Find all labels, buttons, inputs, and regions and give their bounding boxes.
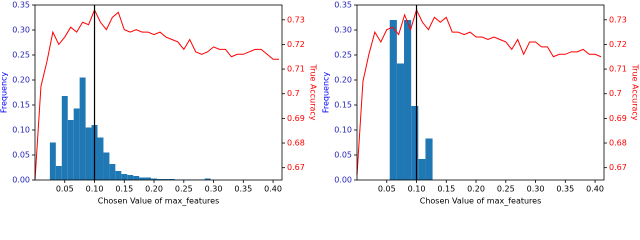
- bar: [411, 106, 419, 180]
- bar: [396, 63, 405, 180]
- bar: [127, 175, 134, 180]
- y2-tick-label: 0.68: [287, 139, 305, 148]
- y-tick-label: 0.30: [12, 26, 30, 35]
- bar: [55, 166, 62, 180]
- y2-tick-label: 0.73: [287, 15, 305, 24]
- x-tick-label: 0.30: [527, 185, 545, 194]
- bar: [97, 137, 104, 180]
- x-axis-label: Chosen Value of max_features: [98, 197, 220, 206]
- y-tick-label: 0.35: [334, 1, 352, 10]
- y-tick-label: 0.00: [334, 176, 352, 185]
- x-tick-label: 0.20: [145, 185, 163, 194]
- y-tick-label: 0.10: [12, 126, 30, 135]
- y-tick-label: 0.25: [334, 51, 352, 60]
- bar: [61, 96, 68, 180]
- x-tick-label: 0.35: [234, 185, 252, 194]
- x-tick-label: 0.10: [408, 185, 426, 194]
- x-tick-label: 0.10: [86, 185, 104, 194]
- y2-tick-label: 0.7: [609, 89, 622, 98]
- bar: [73, 108, 80, 180]
- y-tick-label: 0.20: [12, 76, 30, 85]
- y-tick-label: 0.25: [12, 51, 30, 60]
- bar: [115, 171, 122, 180]
- x-tick-label: 0.05: [378, 185, 396, 194]
- accuracy-line: [34, 8, 280, 181]
- bar: [85, 127, 92, 180]
- y2-axis-label: True Accuracy: [631, 63, 640, 120]
- y2-tick-label: 0.71: [609, 65, 627, 74]
- y-tick-label: 0.35: [12, 1, 30, 10]
- y-tick-label: 0.15: [12, 101, 30, 110]
- x-tick-label: 0.30: [205, 185, 223, 194]
- bar: [151, 178, 158, 180]
- bar: [162, 179, 169, 180]
- y-axis-label: Frequency: [0, 72, 9, 114]
- y2-tick-label: 0.67: [609, 163, 627, 172]
- bar: [103, 152, 110, 180]
- x-axis-label: Chosen Value of max_features: [420, 197, 542, 206]
- y2-tick-label: 0.73: [609, 15, 627, 24]
- y-tick-label: 0.15: [334, 101, 352, 110]
- bar: [157, 179, 163, 180]
- bar: [121, 174, 128, 180]
- y-tick-label: 0.05: [334, 151, 352, 160]
- y-tick-label: 0.30: [334, 26, 352, 35]
- y2-tick-label: 0.69: [287, 114, 305, 123]
- y-tick-label: 0.00: [12, 176, 30, 185]
- bar: [425, 138, 433, 180]
- bar: [133, 176, 140, 180]
- accuracy-line: [356, 8, 602, 176]
- bar: [109, 164, 116, 180]
- x-tick-label: 0.35: [556, 185, 574, 194]
- plot-frame: [34, 4, 283, 181]
- y-axis-label: Frequency: [322, 72, 331, 114]
- x-tick-label: 0.25: [497, 185, 515, 194]
- y-tick-label: 0.05: [12, 151, 30, 160]
- x-tick-label: 0.25: [175, 185, 193, 194]
- bar: [404, 20, 412, 180]
- y2-tick-label: 0.7: [287, 89, 300, 98]
- plot-frame: [356, 4, 605, 181]
- figure: 0.05 0.10 0.15 0.20 0.25 0.30 0.35 0.40 0.00 0.05…: [0, 1, 640, 206]
- bar: [389, 20, 397, 180]
- y2-tick-label: 0.68: [609, 139, 627, 148]
- y2-tick-label: 0.71: [287, 65, 305, 74]
- bar: [139, 177, 146, 180]
- bar: [79, 77, 86, 180]
- x-tick-label: 0.40: [586, 185, 604, 194]
- y2-tick-label: 0.72: [287, 40, 305, 49]
- y-tick-label: 0.10: [334, 126, 352, 135]
- y2-axis-label: True Accuracy: [309, 63, 318, 120]
- bar: [145, 177, 152, 180]
- x-tick-label: 0.05: [56, 185, 74, 194]
- y2-tick-label: 0.72: [609, 40, 627, 49]
- bar: [168, 179, 175, 180]
- x-tick-label: 0.15: [437, 185, 455, 194]
- bar: [67, 120, 74, 180]
- bar: [49, 142, 56, 180]
- bar: [418, 159, 426, 180]
- bar: [204, 178, 211, 180]
- x-tick-label: 0.15: [115, 185, 133, 194]
- x-tick-label: 0.40: [264, 185, 282, 194]
- y-tick-label: 0.20: [334, 76, 352, 85]
- x-tick-label: 0.20: [467, 185, 485, 194]
- y2-tick-label: 0.69: [609, 114, 627, 123]
- y2-tick-label: 0.67: [287, 163, 305, 172]
